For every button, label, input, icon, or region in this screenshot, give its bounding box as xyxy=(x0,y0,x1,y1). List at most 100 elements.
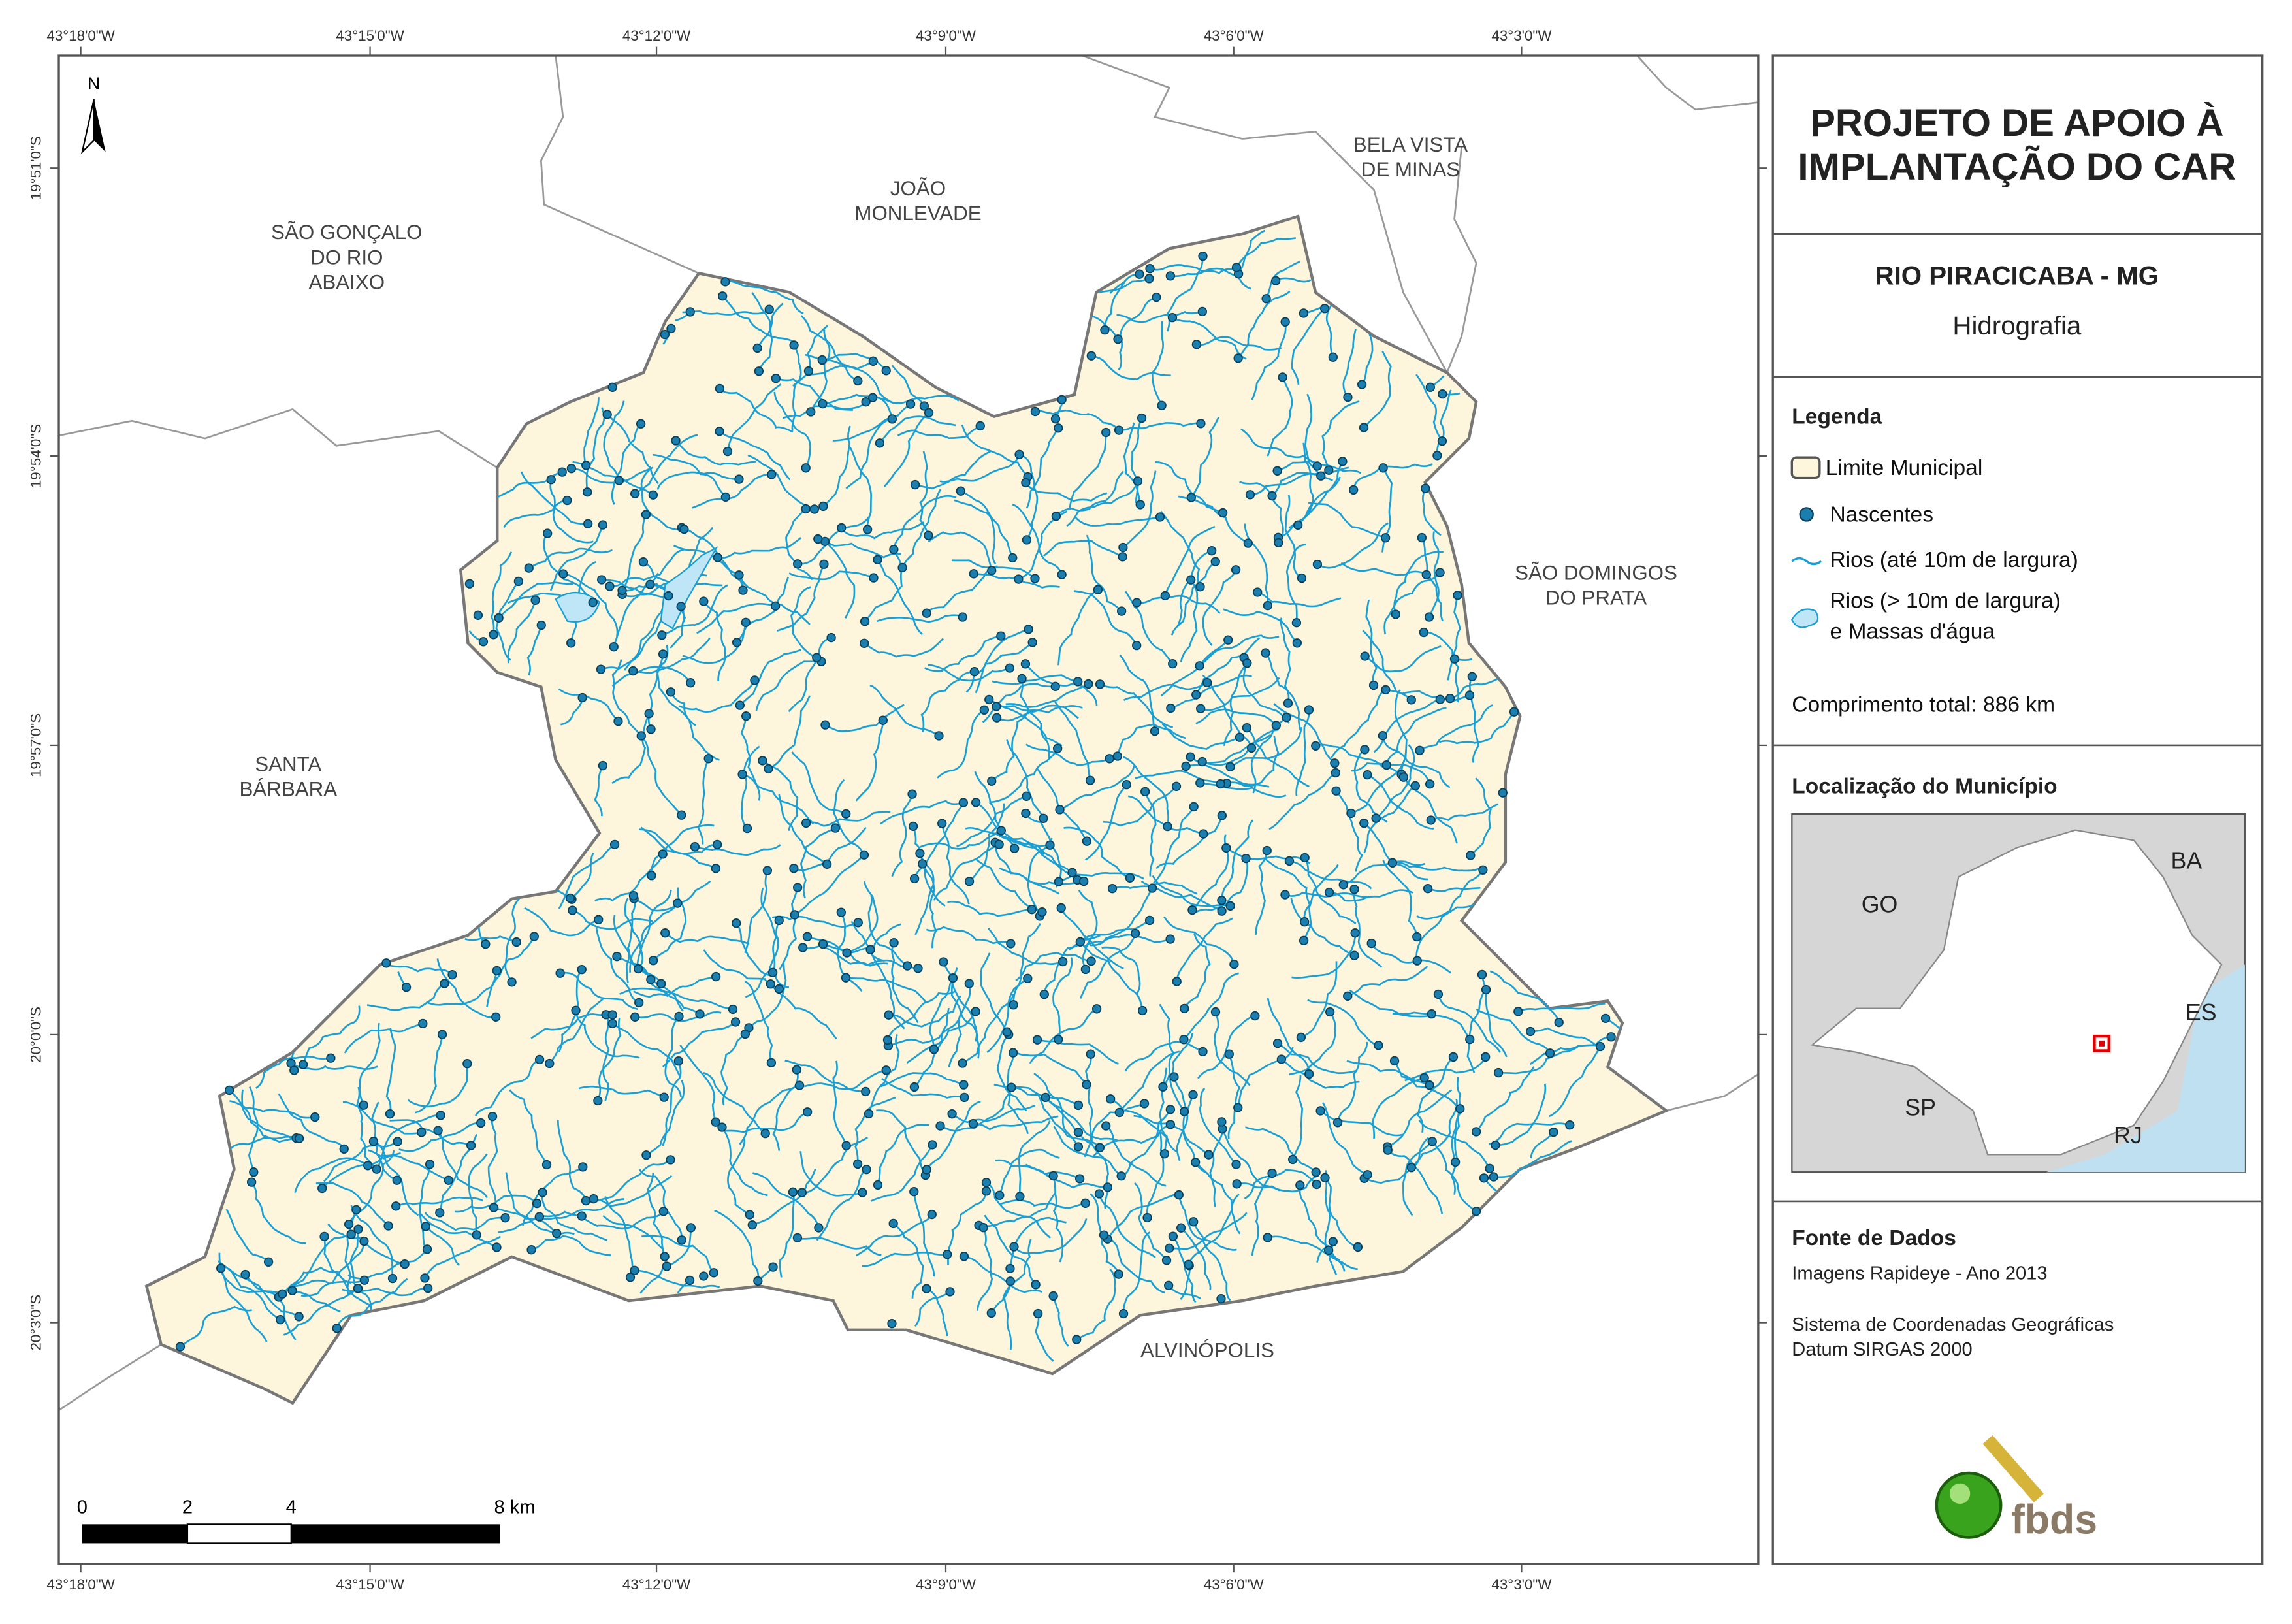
river xyxy=(870,1144,933,1202)
river xyxy=(1112,881,1198,895)
spring xyxy=(538,1188,547,1197)
river xyxy=(1417,1056,1454,1133)
spring xyxy=(387,1273,398,1284)
spring xyxy=(881,1065,891,1075)
spring xyxy=(534,1054,545,1065)
river xyxy=(407,1064,468,1108)
spring xyxy=(841,973,851,983)
spring xyxy=(884,1010,894,1020)
river xyxy=(1498,1045,1580,1075)
spring xyxy=(927,1209,937,1220)
spring xyxy=(1545,1048,1555,1058)
spring xyxy=(679,524,689,534)
river xyxy=(694,844,781,856)
spring xyxy=(1491,1140,1500,1150)
river xyxy=(1076,1269,1116,1340)
river xyxy=(832,1060,847,1146)
spring xyxy=(685,1275,695,1286)
river xyxy=(1152,875,1231,907)
neighbor-boundaries xyxy=(59,56,1758,1411)
river xyxy=(619,987,701,1015)
river xyxy=(1005,683,1090,708)
spring xyxy=(636,419,646,429)
spring xyxy=(742,823,752,834)
spring xyxy=(278,1289,287,1299)
spring xyxy=(730,1017,741,1027)
river xyxy=(1427,886,1481,892)
river xyxy=(679,1045,717,1123)
spring xyxy=(658,649,668,659)
spring xyxy=(1133,476,1143,486)
spring xyxy=(1084,679,1093,689)
river xyxy=(549,997,605,1064)
logo xyxy=(1935,1435,2044,1539)
spring xyxy=(853,918,863,928)
spring xyxy=(770,601,781,611)
spring xyxy=(240,1269,250,1280)
river xyxy=(939,454,1020,483)
spring xyxy=(792,1065,801,1075)
spring xyxy=(1466,851,1476,860)
river xyxy=(1069,432,1107,509)
river xyxy=(1350,749,1408,815)
spring xyxy=(1048,1171,1058,1181)
spring xyxy=(1160,591,1170,601)
river xyxy=(1363,785,1416,854)
river xyxy=(726,1111,808,1133)
spring xyxy=(958,612,967,622)
river xyxy=(1229,727,1302,768)
river xyxy=(1382,860,1418,937)
spring xyxy=(1198,252,1208,261)
spring xyxy=(607,382,617,393)
spring xyxy=(1323,1245,1334,1256)
spring xyxy=(928,1140,937,1150)
river xyxy=(999,867,1084,885)
river xyxy=(290,1062,378,1071)
river xyxy=(350,1205,394,1279)
spring xyxy=(1184,1259,1193,1269)
state-label: GO xyxy=(1862,891,1898,917)
spring xyxy=(1114,1107,1124,1118)
spring xyxy=(1267,1168,1277,1178)
river xyxy=(356,1086,378,1170)
river xyxy=(640,468,685,531)
river xyxy=(1013,1218,1088,1254)
river xyxy=(912,1191,935,1277)
river xyxy=(1079,933,1137,999)
river xyxy=(389,1119,472,1146)
spring xyxy=(1210,557,1220,566)
river xyxy=(1340,562,1427,576)
spring xyxy=(598,520,608,530)
river xyxy=(662,1021,736,1068)
river xyxy=(773,391,811,468)
river xyxy=(982,683,1056,723)
bottom-coord-label: 43°12'0"W xyxy=(622,1576,691,1593)
spring xyxy=(738,585,748,595)
river xyxy=(855,720,884,802)
spring xyxy=(1118,552,1127,562)
spring xyxy=(552,1228,562,1239)
spring xyxy=(1191,690,1201,700)
spring xyxy=(798,943,808,952)
spring xyxy=(803,366,814,376)
spring xyxy=(1274,538,1283,548)
river xyxy=(1123,681,1208,702)
spring xyxy=(1075,937,1085,947)
spring xyxy=(861,397,871,407)
spring xyxy=(1086,351,1096,361)
spring xyxy=(1195,582,1205,592)
spring xyxy=(571,1005,581,1015)
spring xyxy=(1190,1158,1201,1167)
river xyxy=(1404,1056,1487,1082)
river xyxy=(1451,1108,1461,1195)
spring xyxy=(685,307,695,317)
springs xyxy=(175,252,1616,1352)
river xyxy=(1302,864,1339,941)
river xyxy=(1009,1216,1067,1269)
river xyxy=(1010,1048,1088,1086)
river xyxy=(541,1192,607,1241)
spring xyxy=(447,970,457,980)
river xyxy=(570,853,594,900)
river xyxy=(744,980,773,1064)
